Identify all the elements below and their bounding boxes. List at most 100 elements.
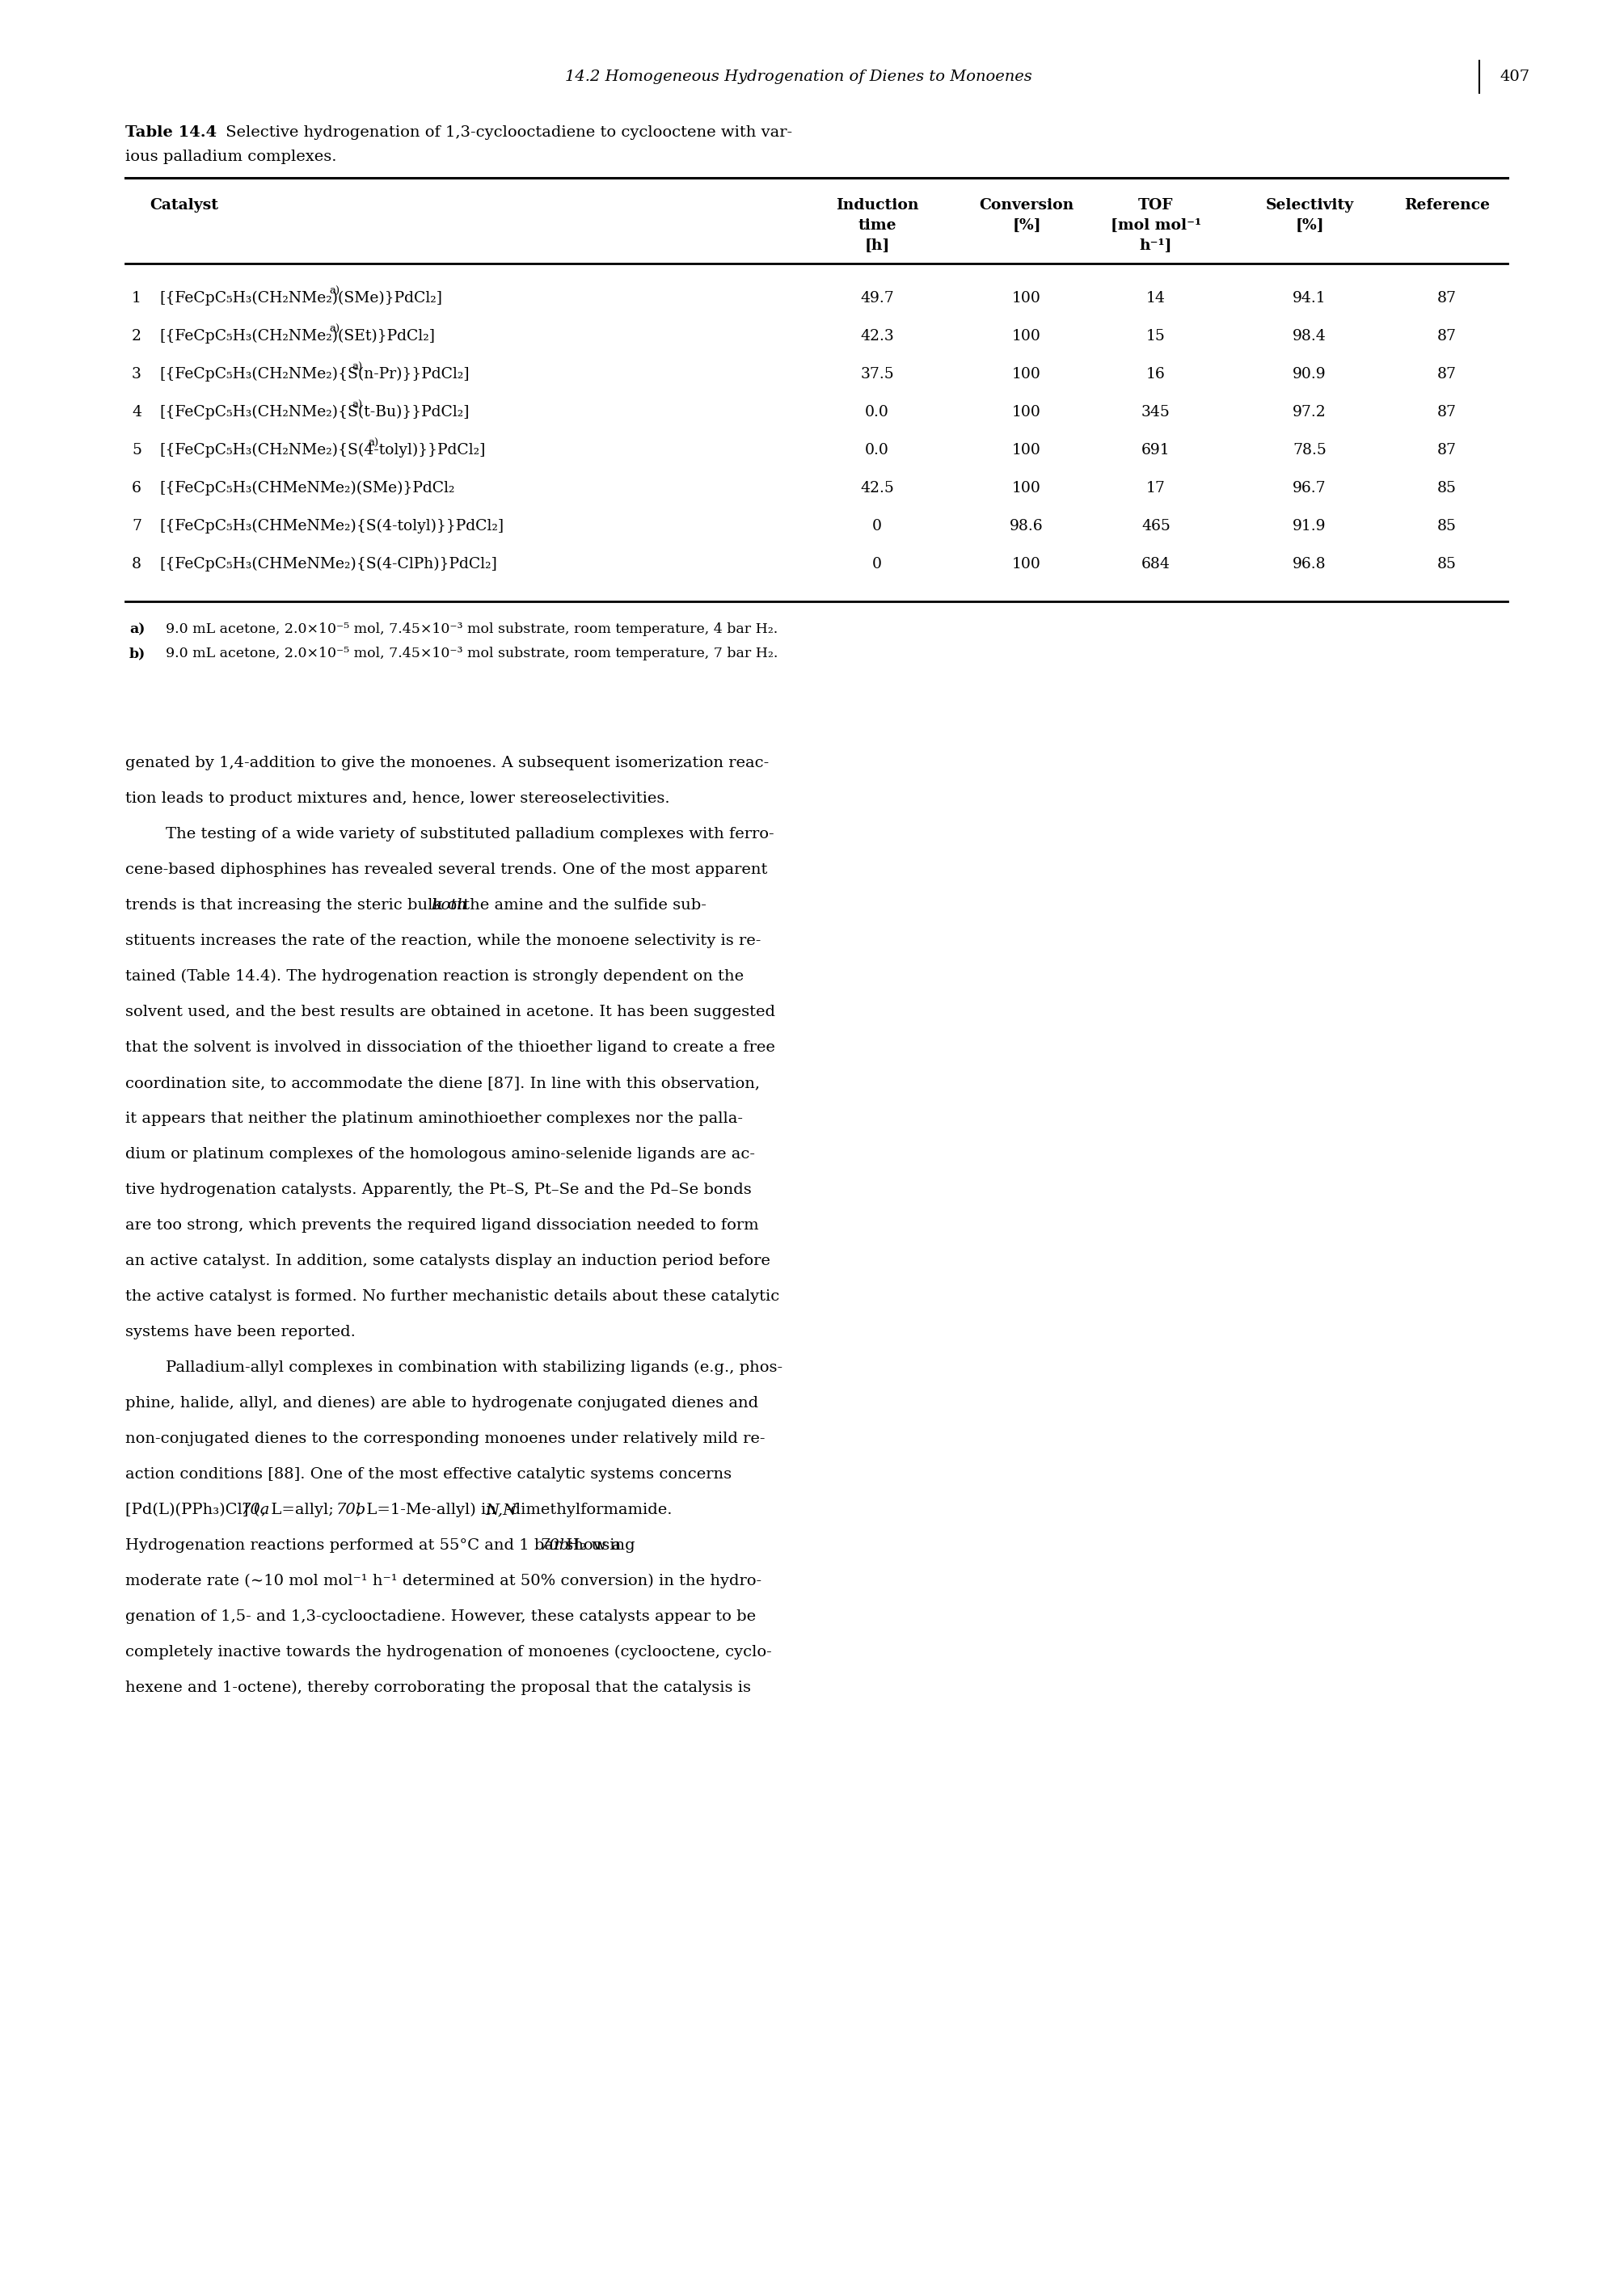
Text: both: both: [430, 898, 468, 914]
Text: genated by 1,4-addition to give the monoenes. A subsequent isomerization reac-: genated by 1,4-addition to give the mono…: [125, 756, 768, 769]
Text: 0: 0: [872, 556, 882, 572]
Text: action conditions [88]. One of the most effective catalytic systems concerns: action conditions [88]. One of the most …: [125, 1468, 732, 1482]
Text: Conversion: Conversion: [979, 197, 1073, 213]
Text: 100: 100: [1012, 442, 1041, 458]
Text: 0: 0: [872, 520, 882, 534]
Text: -dimethylformamide.: -dimethylformamide.: [505, 1502, 672, 1518]
Text: 42.5: 42.5: [861, 481, 893, 495]
Text: 87: 87: [1437, 405, 1457, 419]
Text: a): a): [369, 437, 378, 449]
Text: the active catalyst is formed. No further mechanistic details about these cataly: the active catalyst is formed. No furthe…: [125, 1289, 780, 1303]
Text: tion leads to product mixtures and, hence, lower stereoselectivities.: tion leads to product mixtures and, henc…: [125, 792, 669, 806]
Text: 91.9: 91.9: [1293, 520, 1327, 534]
Text: Table 14.4: Table 14.4: [125, 126, 216, 140]
Text: [mol mol⁻¹: [mol mol⁻¹: [1111, 218, 1202, 234]
Text: coordination site, to accommodate the diene [87]. In line with this observation,: coordination site, to accommodate the di…: [125, 1076, 760, 1090]
Text: 85: 85: [1437, 481, 1457, 495]
Text: 16: 16: [1147, 366, 1166, 382]
Text: 15: 15: [1147, 330, 1166, 343]
Text: 98.4: 98.4: [1293, 330, 1327, 343]
Text: tained (Table 14.4). The hydrogenation reaction is strongly dependent on the: tained (Table 14.4). The hydrogenation r…: [125, 969, 744, 985]
Text: 100: 100: [1012, 405, 1041, 419]
Text: Palladium-allyl complexes in combination with stabilizing ligands (e.g., phos-: Palladium-allyl complexes in combination…: [166, 1360, 783, 1376]
Text: a): a): [330, 325, 341, 334]
Text: N,N: N,N: [486, 1502, 516, 1518]
Text: Catalyst: Catalyst: [149, 197, 218, 213]
Text: are too strong, which prevents the required ligand dissociation needed to form: are too strong, which prevents the requi…: [125, 1218, 758, 1232]
Text: 345: 345: [1142, 405, 1171, 419]
Text: 684: 684: [1142, 556, 1171, 572]
Text: [Pd(L)(PPh₃)Cl] (: [Pd(L)(PPh₃)Cl] (: [125, 1502, 260, 1518]
Text: a): a): [330, 286, 341, 298]
Text: [{FeCpC₅H₃(CHMeNMe₂)(SMe)}PdCl₂: [{FeCpC₅H₃(CHMeNMe₂)(SMe)}PdCl₂: [159, 481, 455, 495]
Text: completely inactive towards the hydrogenation of monoenes (cyclooctene, cyclo-: completely inactive towards the hydrogen…: [125, 1644, 771, 1660]
Text: Induction: Induction: [836, 197, 919, 213]
Text: 42.3: 42.3: [861, 330, 893, 343]
Text: 1: 1: [132, 291, 141, 305]
Text: Hydrogenation reactions performed at 55°C and 1 bar H₂ using: Hydrogenation reactions performed at 55°…: [125, 1539, 640, 1553]
Text: cene-based diphosphines has revealed several trends. One of the most apparent: cene-based diphosphines has revealed sev…: [125, 863, 768, 877]
Text: 70a: 70a: [240, 1502, 270, 1518]
Text: systems have been reported.: systems have been reported.: [125, 1326, 356, 1340]
Text: 37.5: 37.5: [861, 366, 893, 382]
Text: 100: 100: [1012, 366, 1041, 382]
Text: 8: 8: [132, 556, 141, 572]
Text: Selective hydrogenation of 1,3-cyclooctadiene to cyclooctene with var-: Selective hydrogenation of 1,3-cycloocta…: [221, 126, 793, 140]
Text: 90.9: 90.9: [1293, 366, 1327, 382]
Text: [{FeCpC₅H₃(CH₂NMe₂){S(4-tolyl)}}PdCl₂]: [{FeCpC₅H₃(CH₂NMe₂){S(4-tolyl)}}PdCl₂]: [159, 442, 486, 458]
Text: the amine and the sulfide sub-: the amine and the sulfide sub-: [458, 898, 706, 914]
Text: an active catalyst. In addition, some catalysts display an induction period befo: an active catalyst. In addition, some ca…: [125, 1253, 770, 1269]
Text: [{FeCpC₅H₃(CH₂NMe₂)(SEt)}PdCl₂]: [{FeCpC₅H₃(CH₂NMe₂)(SEt)}PdCl₂]: [159, 330, 435, 343]
Text: 87: 87: [1437, 442, 1457, 458]
Text: 78.5: 78.5: [1293, 442, 1327, 458]
Text: [{FeCpC₅H₃(CHMeNMe₂){S(4-ClPh)}PdCl₂]: [{FeCpC₅H₃(CHMeNMe₂){S(4-ClPh)}PdCl₂]: [159, 556, 497, 572]
Text: [{FeCpC₅H₃(CHMeNMe₂){S(4-tolyl)}}PdCl₂]: [{FeCpC₅H₃(CHMeNMe₂){S(4-tolyl)}}PdCl₂]: [159, 520, 503, 534]
Text: [h]: [h]: [864, 238, 890, 252]
Text: [{FeCpC₅H₃(CH₂NMe₂){S(n-Pr)}}PdCl₂]: [{FeCpC₅H₃(CH₂NMe₂){S(n-Pr)}}PdCl₂]: [159, 366, 469, 382]
Text: 691: 691: [1142, 442, 1171, 458]
Text: 3: 3: [132, 366, 141, 382]
Text: hexene and 1-octene), thereby corroborating the proposal that the catalysis is: hexene and 1-octene), thereby corroborat…: [125, 1681, 750, 1695]
Text: show a: show a: [560, 1539, 620, 1553]
Text: 9.0 mL acetone, 2.0×10⁻⁵ mol, 7.45×10⁻³ mol substrate, room temperature, 7 bar H: 9.0 mL acetone, 2.0×10⁻⁵ mol, 7.45×10⁻³ …: [166, 646, 778, 660]
Text: 94.1: 94.1: [1293, 291, 1327, 305]
Text: , L=allyl;: , L=allyl;: [261, 1502, 339, 1518]
Text: TOF: TOF: [1138, 197, 1174, 213]
Text: a): a): [352, 362, 362, 373]
Text: 100: 100: [1012, 481, 1041, 495]
Text: phine, halide, allyl, and dienes) are able to hydrogenate conjugated dienes and: phine, halide, allyl, and dienes) are ab…: [125, 1397, 758, 1411]
Text: 96.7: 96.7: [1293, 481, 1327, 495]
Text: 14: 14: [1147, 291, 1166, 305]
Text: that the solvent is involved in dissociation of the thioether ligand to create a: that the solvent is involved in dissocia…: [125, 1040, 775, 1056]
Text: [%]: [%]: [1012, 218, 1041, 234]
Text: 0.0: 0.0: [866, 442, 890, 458]
Text: 87: 87: [1437, 330, 1457, 343]
Text: 87: 87: [1437, 366, 1457, 382]
Text: 87: 87: [1437, 291, 1457, 305]
Text: time: time: [857, 218, 896, 234]
Text: 2: 2: [132, 330, 141, 343]
Text: 100: 100: [1012, 330, 1041, 343]
Text: ious palladium complexes.: ious palladium complexes.: [125, 149, 336, 165]
Text: 6: 6: [132, 481, 141, 495]
Text: 4: 4: [132, 405, 141, 419]
Text: 14.2 Homogeneous Hydrogenation of Dienes to Monoenes: 14.2 Homogeneous Hydrogenation of Dienes…: [565, 69, 1031, 85]
Text: 85: 85: [1437, 556, 1457, 572]
Text: dium or platinum complexes of the homologous amino-selenide ligands are ac-: dium or platinum complexes of the homolo…: [125, 1147, 755, 1161]
Text: 9.0 mL acetone, 2.0×10⁻⁵ mol, 7.45×10⁻³ mol substrate, room temperature, 4 bar H: 9.0 mL acetone, 2.0×10⁻⁵ mol, 7.45×10⁻³ …: [166, 623, 778, 637]
Text: 96.8: 96.8: [1293, 556, 1327, 572]
Text: b): b): [130, 646, 146, 660]
Text: 70b: 70b: [539, 1539, 570, 1553]
Text: 17: 17: [1147, 481, 1166, 495]
Text: 0.0: 0.0: [866, 405, 890, 419]
Text: , L=1-Me-allyl) in: , L=1-Me-allyl) in: [356, 1502, 500, 1518]
Text: a): a): [130, 623, 145, 637]
Text: 70b: 70b: [336, 1502, 365, 1518]
Text: it appears that neither the platinum aminothioether complexes nor the palla-: it appears that neither the platinum ami…: [125, 1111, 742, 1127]
Text: Reference: Reference: [1405, 197, 1489, 213]
Text: 49.7: 49.7: [861, 291, 893, 305]
Text: moderate rate (∼10 mol mol⁻¹ h⁻¹ determined at 50% conversion) in the hydro-: moderate rate (∼10 mol mol⁻¹ h⁻¹ determi…: [125, 1573, 762, 1589]
Text: stituents increases the rate of the reaction, while the monoene selectivity is r: stituents increases the rate of the reac…: [125, 934, 762, 948]
Text: 465: 465: [1142, 520, 1171, 534]
Text: The testing of a wide variety of substituted palladium complexes with ferro-: The testing of a wide variety of substit…: [166, 827, 775, 840]
